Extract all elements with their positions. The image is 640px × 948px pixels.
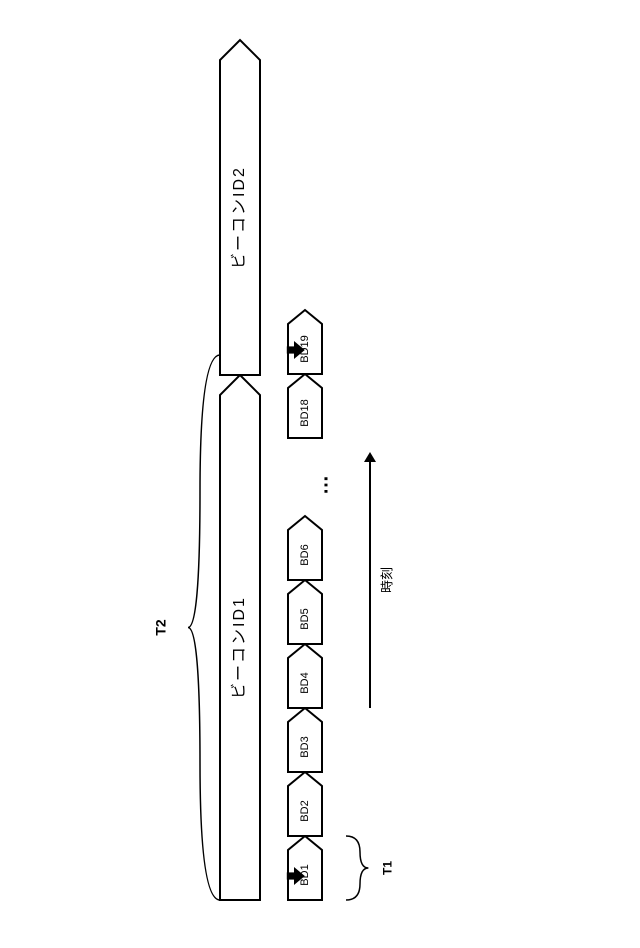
bd-arrow-label: BD6: [299, 544, 311, 565]
diagram-stage: ビーコンID1ビーコンID2BD1BD2BD3BD4BD5BD6BD18BD19…: [0, 0, 640, 948]
bd-ellipsis: …: [310, 475, 332, 495]
bd-arrow-label: BD18: [299, 399, 311, 427]
beacon-arrow-label: ビーコンID2: [230, 166, 248, 269]
t2-bracket: [188, 355, 220, 900]
time-axis-head: [364, 452, 376, 462]
t1-label: T1: [381, 861, 395, 875]
bd-arrow-label: BD3: [299, 736, 311, 757]
bd-arrow-label: BD2: [299, 800, 311, 821]
t1-bracket: [346, 836, 368, 900]
bd-arrow-label: BD5: [299, 608, 311, 629]
pointer-tail-pointer_bd1: [287, 872, 294, 879]
time-axis-label: 時刻: [379, 567, 394, 593]
beacon-arrow-label: ビーコンID1: [230, 596, 248, 699]
pointer-tail-pointer_bd19: [287, 346, 294, 353]
bd-arrow-label: BD4: [299, 672, 311, 693]
t2-label: T2: [153, 619, 169, 636]
diagram-svg: ビーコンID1ビーコンID2BD1BD2BD3BD4BD5BD6BD18BD19…: [0, 0, 640, 948]
